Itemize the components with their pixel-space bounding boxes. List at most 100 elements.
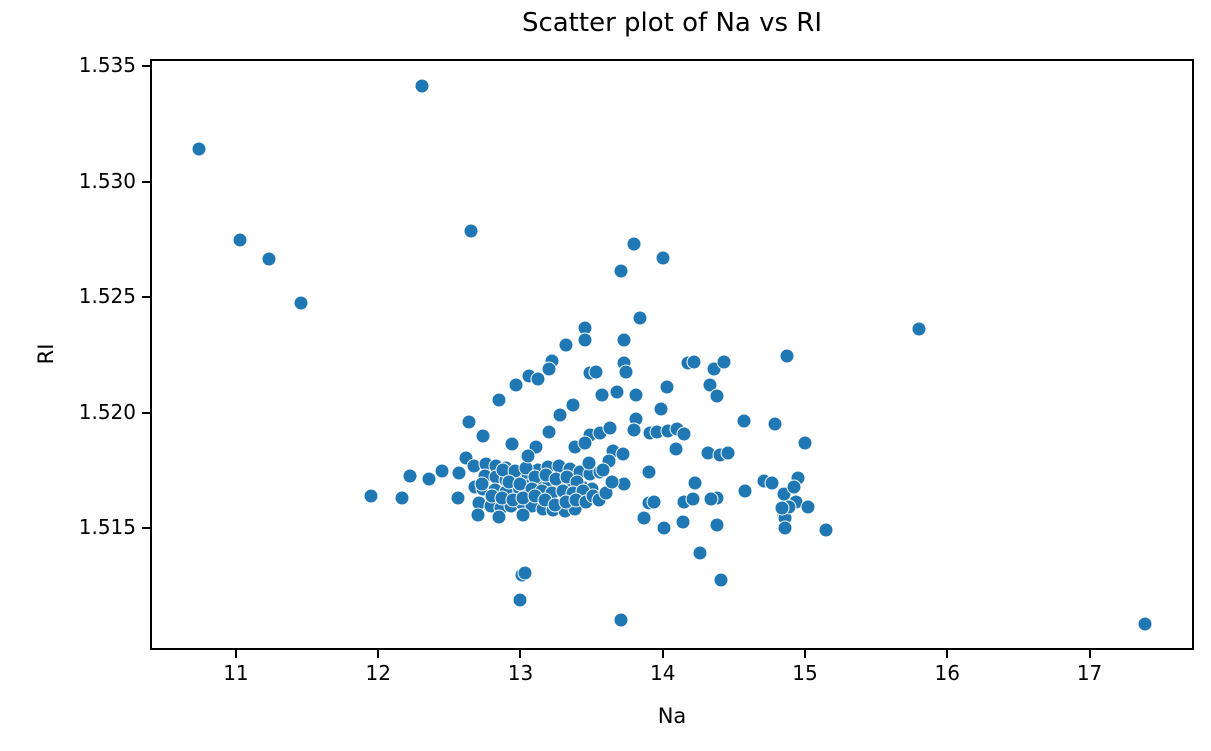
scatter-point <box>616 332 632 348</box>
x-tick-label: 11 <box>223 661 249 685</box>
scatter-point <box>461 414 477 430</box>
y-tick-label: 1.525 <box>78 284 136 309</box>
scatter-point <box>615 446 631 462</box>
scatter-point <box>577 332 592 348</box>
scatter-point <box>636 510 652 526</box>
scatter-point <box>786 479 802 495</box>
scatter-point <box>628 387 644 403</box>
scatter-point <box>530 371 546 387</box>
scatter-point <box>764 475 780 491</box>
scatter-point <box>659 379 675 395</box>
x-tick-mark <box>946 650 949 658</box>
scatter-point <box>720 445 736 461</box>
scatter-point <box>517 565 533 581</box>
scatter-point <box>692 545 708 561</box>
y-tick-mark <box>142 411 150 414</box>
scatter-point <box>595 462 611 478</box>
scatter-point <box>491 509 507 525</box>
scatter-point <box>451 465 467 481</box>
x-tick-mark <box>234 650 237 658</box>
scatter-point <box>797 435 813 451</box>
x-tick-mark <box>661 650 664 658</box>
scatter-point <box>641 464 657 480</box>
scatter-point <box>609 384 625 400</box>
scatter-point <box>594 387 610 403</box>
scatter-point <box>646 494 662 510</box>
scatter-point <box>800 499 816 515</box>
scatter-point <box>675 514 691 530</box>
scatter-point <box>626 422 642 438</box>
scatter-point <box>394 490 410 506</box>
scatter-point <box>737 483 753 499</box>
scatter-point <box>414 78 430 94</box>
scatter-point <box>261 251 277 267</box>
y-tick-label: 1.535 <box>78 53 136 78</box>
scatter-point <box>687 475 703 491</box>
scatter-point <box>520 448 536 464</box>
x-tick-label: 14 <box>650 661 676 685</box>
scatter-point <box>602 420 618 436</box>
scatter-point <box>515 507 531 523</box>
scatter-point <box>581 455 597 471</box>
scatter-point <box>541 424 557 440</box>
scatter-point <box>541 361 557 377</box>
scatter-point <box>191 141 207 157</box>
scatter-point <box>709 388 725 404</box>
scatter-point <box>508 377 524 393</box>
scatter-point <box>588 364 604 380</box>
chart-title: Scatter plot of Na vs RI <box>521 8 823 38</box>
scatter-point <box>626 236 642 252</box>
x-tick-label: 16 <box>934 661 961 685</box>
scatter-point <box>616 476 632 492</box>
scatter-point <box>474 476 490 492</box>
x-tick-label: 13 <box>507 661 534 685</box>
scatter-point <box>470 507 486 523</box>
y-tick-label: 1.520 <box>78 399 136 424</box>
scatter-point <box>450 490 466 506</box>
scatter-point <box>736 413 752 429</box>
x-tick-mark <box>804 650 807 658</box>
plot-area <box>150 59 1194 650</box>
scatter-point <box>558 337 574 353</box>
x-tick-mark <box>1088 650 1091 658</box>
scatter-point <box>604 474 620 490</box>
scatter-point <box>709 517 725 533</box>
scatter-point <box>618 364 634 380</box>
scatter-point <box>686 354 702 370</box>
scatter-point <box>1137 616 1153 632</box>
scatter-point <box>402 468 417 484</box>
x-tick-label: 12 <box>365 661 391 685</box>
y-axis-label: RI <box>34 343 58 365</box>
scatter-point <box>421 471 437 487</box>
scatter-point <box>565 397 581 413</box>
scatter-point <box>713 572 729 588</box>
scatter-point <box>475 428 491 444</box>
scatter-point <box>656 520 672 536</box>
y-tick-label: 1.530 <box>78 168 136 193</box>
scatter-point <box>434 463 450 479</box>
scatter-point <box>504 436 520 452</box>
scatter-point <box>655 250 671 266</box>
scatter-point <box>552 407 568 423</box>
scatter-point <box>911 321 927 337</box>
scatter-point <box>767 416 783 432</box>
scatter-point <box>512 592 528 608</box>
scatter-point <box>774 500 790 516</box>
y-tick-mark <box>142 527 150 530</box>
scatter-point <box>577 435 592 451</box>
x-tick-mark <box>377 650 380 658</box>
scatter-point <box>685 491 701 507</box>
scatter-point <box>777 520 793 536</box>
x-tick-label: 15 <box>792 661 818 685</box>
scatter-point <box>703 491 719 507</box>
scatter-point <box>818 522 834 538</box>
x-tick-label: 17 <box>1076 661 1103 685</box>
x-axis-label: Na <box>657 704 687 728</box>
y-tick-mark <box>142 296 150 299</box>
scatter-point <box>632 310 648 326</box>
y-tick-mark <box>142 180 150 183</box>
scatter-point <box>463 223 479 239</box>
scatter-point <box>716 354 732 370</box>
scatter-point <box>653 401 669 417</box>
